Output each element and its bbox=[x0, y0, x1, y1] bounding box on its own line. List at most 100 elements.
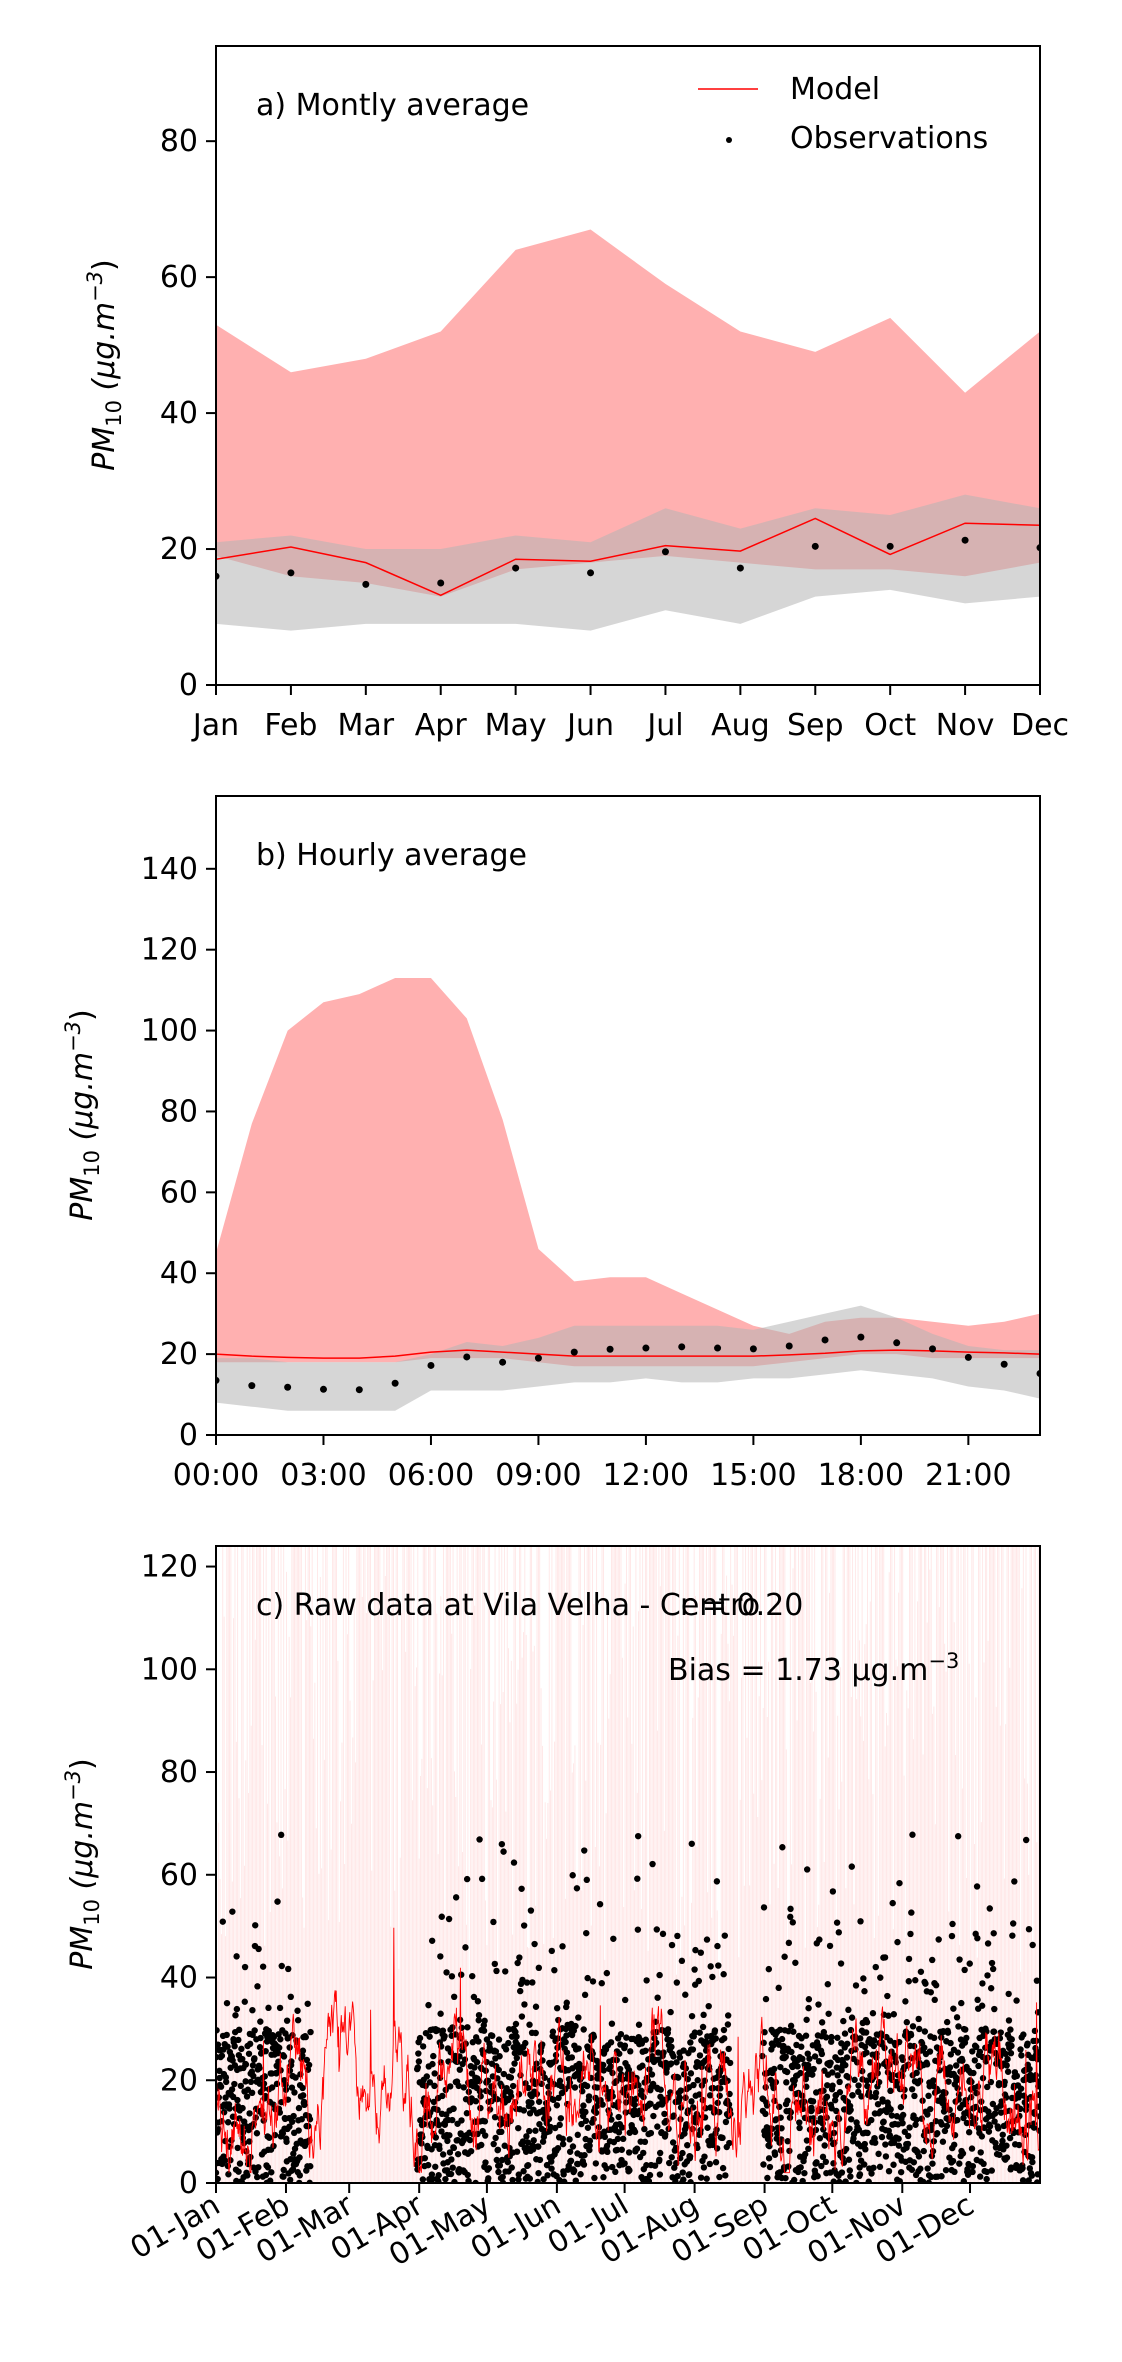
observation-point bbox=[847, 2106, 854, 2114]
observation-point bbox=[666, 2159, 673, 2167]
observation-point bbox=[964, 2165, 971, 2173]
observation-point bbox=[956, 2160, 963, 2167]
x-tick-label: Jan bbox=[191, 708, 239, 743]
observation-point bbox=[968, 2145, 976, 2152]
observation-point bbox=[520, 2168, 527, 2175]
observation-point bbox=[997, 2109, 1005, 2116]
observation-point bbox=[656, 2156, 663, 2163]
observation-point bbox=[285, 1965, 292, 1973]
observation-point bbox=[532, 2029, 539, 2037]
observation-point bbox=[504, 2158, 511, 2166]
legend-observations-marker bbox=[726, 137, 732, 143]
observation-point bbox=[634, 1832, 642, 1840]
model-range-band bbox=[216, 229, 1040, 597]
observation-point bbox=[247, 2078, 255, 2086]
observation-point bbox=[817, 2115, 824, 2122]
observation-point bbox=[973, 1883, 981, 1890]
observation-point bbox=[254, 1983, 261, 1990]
observation-point bbox=[265, 2004, 272, 2012]
observation-point bbox=[987, 1985, 995, 1992]
observation-point bbox=[792, 1959, 799, 1966]
model-range-band bbox=[216, 977, 1040, 1367]
observation-point bbox=[437, 579, 445, 587]
observation-point bbox=[437, 1953, 444, 1960]
observation-point bbox=[609, 2069, 616, 2077]
y-tick-label: 40 bbox=[160, 1256, 198, 1291]
observation-point bbox=[923, 2061, 931, 2068]
observation-point bbox=[833, 2107, 840, 2115]
observation-point bbox=[594, 2084, 601, 2091]
observation-point bbox=[464, 2024, 471, 2031]
observation-point bbox=[1002, 2050, 1009, 2058]
observation-point bbox=[829, 2082, 836, 2089]
observation-point bbox=[842, 2178, 849, 2183]
observation-point bbox=[762, 2110, 769, 2118]
observation-point bbox=[296, 2172, 304, 2179]
observation-point bbox=[802, 2032, 810, 2039]
observation-point bbox=[242, 2061, 250, 2068]
observation-point bbox=[299, 2047, 307, 2054]
observation-point bbox=[692, 2119, 700, 2126]
observation-point bbox=[512, 2020, 520, 2028]
observation-point bbox=[625, 2149, 633, 2156]
observation-point bbox=[508, 2164, 515, 2171]
observation-point bbox=[765, 2155, 773, 2162]
x-tick-label: Apr bbox=[415, 708, 468, 743]
observation-point bbox=[583, 2082, 591, 2090]
observation-point bbox=[725, 2101, 733, 2108]
observation-point bbox=[902, 1998, 909, 2005]
observation-point bbox=[478, 2141, 485, 2149]
observation-point bbox=[971, 2057, 979, 2064]
observation-point bbox=[221, 2157, 229, 2164]
observation-point bbox=[426, 2033, 433, 2040]
observation-point bbox=[811, 2119, 818, 2126]
observation-point bbox=[677, 2087, 684, 2094]
x-tick-label: Nov bbox=[936, 708, 995, 743]
observation-point bbox=[999, 2137, 1006, 2145]
observation-point bbox=[789, 1919, 796, 1926]
observation-point bbox=[498, 1840, 506, 1848]
y-tick-label: 120 bbox=[141, 933, 198, 968]
observation-point bbox=[435, 2172, 442, 2179]
observation-point bbox=[1009, 1920, 1017, 1927]
observation-point bbox=[535, 2169, 542, 2177]
observation-point bbox=[536, 2156, 544, 2164]
observation-point bbox=[528, 2099, 535, 2107]
observation-point bbox=[304, 2000, 311, 2007]
observation-point bbox=[704, 2124, 711, 2131]
observation-point bbox=[915, 2015, 922, 2023]
observation-point bbox=[526, 2021, 533, 2028]
observation-point bbox=[939, 2138, 947, 2145]
observation-point bbox=[238, 2045, 245, 2053]
observation-point bbox=[296, 2154, 303, 2161]
observation-point bbox=[429, 2060, 436, 2068]
observation-point bbox=[818, 2019, 826, 2026]
observation-point bbox=[1034, 2171, 1040, 2178]
observation-point bbox=[762, 1995, 770, 2003]
observation-point bbox=[254, 2173, 261, 2181]
observation-point bbox=[940, 2096, 947, 2104]
observation-point bbox=[233, 2005, 241, 2013]
observation-point bbox=[921, 2044, 928, 2051]
observation-point bbox=[862, 2029, 870, 2036]
observation-point bbox=[574, 2131, 581, 2139]
observation-point bbox=[916, 2077, 924, 2084]
observation-point bbox=[890, 2161, 897, 2168]
observation-point bbox=[608, 2020, 616, 2027]
observation-point bbox=[875, 2150, 882, 2158]
observation-point bbox=[870, 2037, 878, 2044]
observation-point bbox=[222, 2074, 230, 2081]
observation-point bbox=[670, 2112, 677, 2119]
observation-point bbox=[274, 1898, 281, 1905]
x-tick-label: 21:00 bbox=[925, 1458, 1011, 1493]
observation-point bbox=[724, 2021, 732, 2028]
observation-point bbox=[860, 1975, 867, 1982]
observation-point bbox=[973, 2089, 980, 2097]
observation-point bbox=[857, 1333, 865, 1341]
observation-point bbox=[571, 2084, 579, 2091]
observation-point bbox=[292, 2074, 299, 2081]
observation-point bbox=[688, 2098, 695, 2105]
observation-point bbox=[535, 1964, 543, 1972]
observation-point bbox=[556, 2077, 564, 2085]
observation-point bbox=[726, 2059, 734, 2067]
